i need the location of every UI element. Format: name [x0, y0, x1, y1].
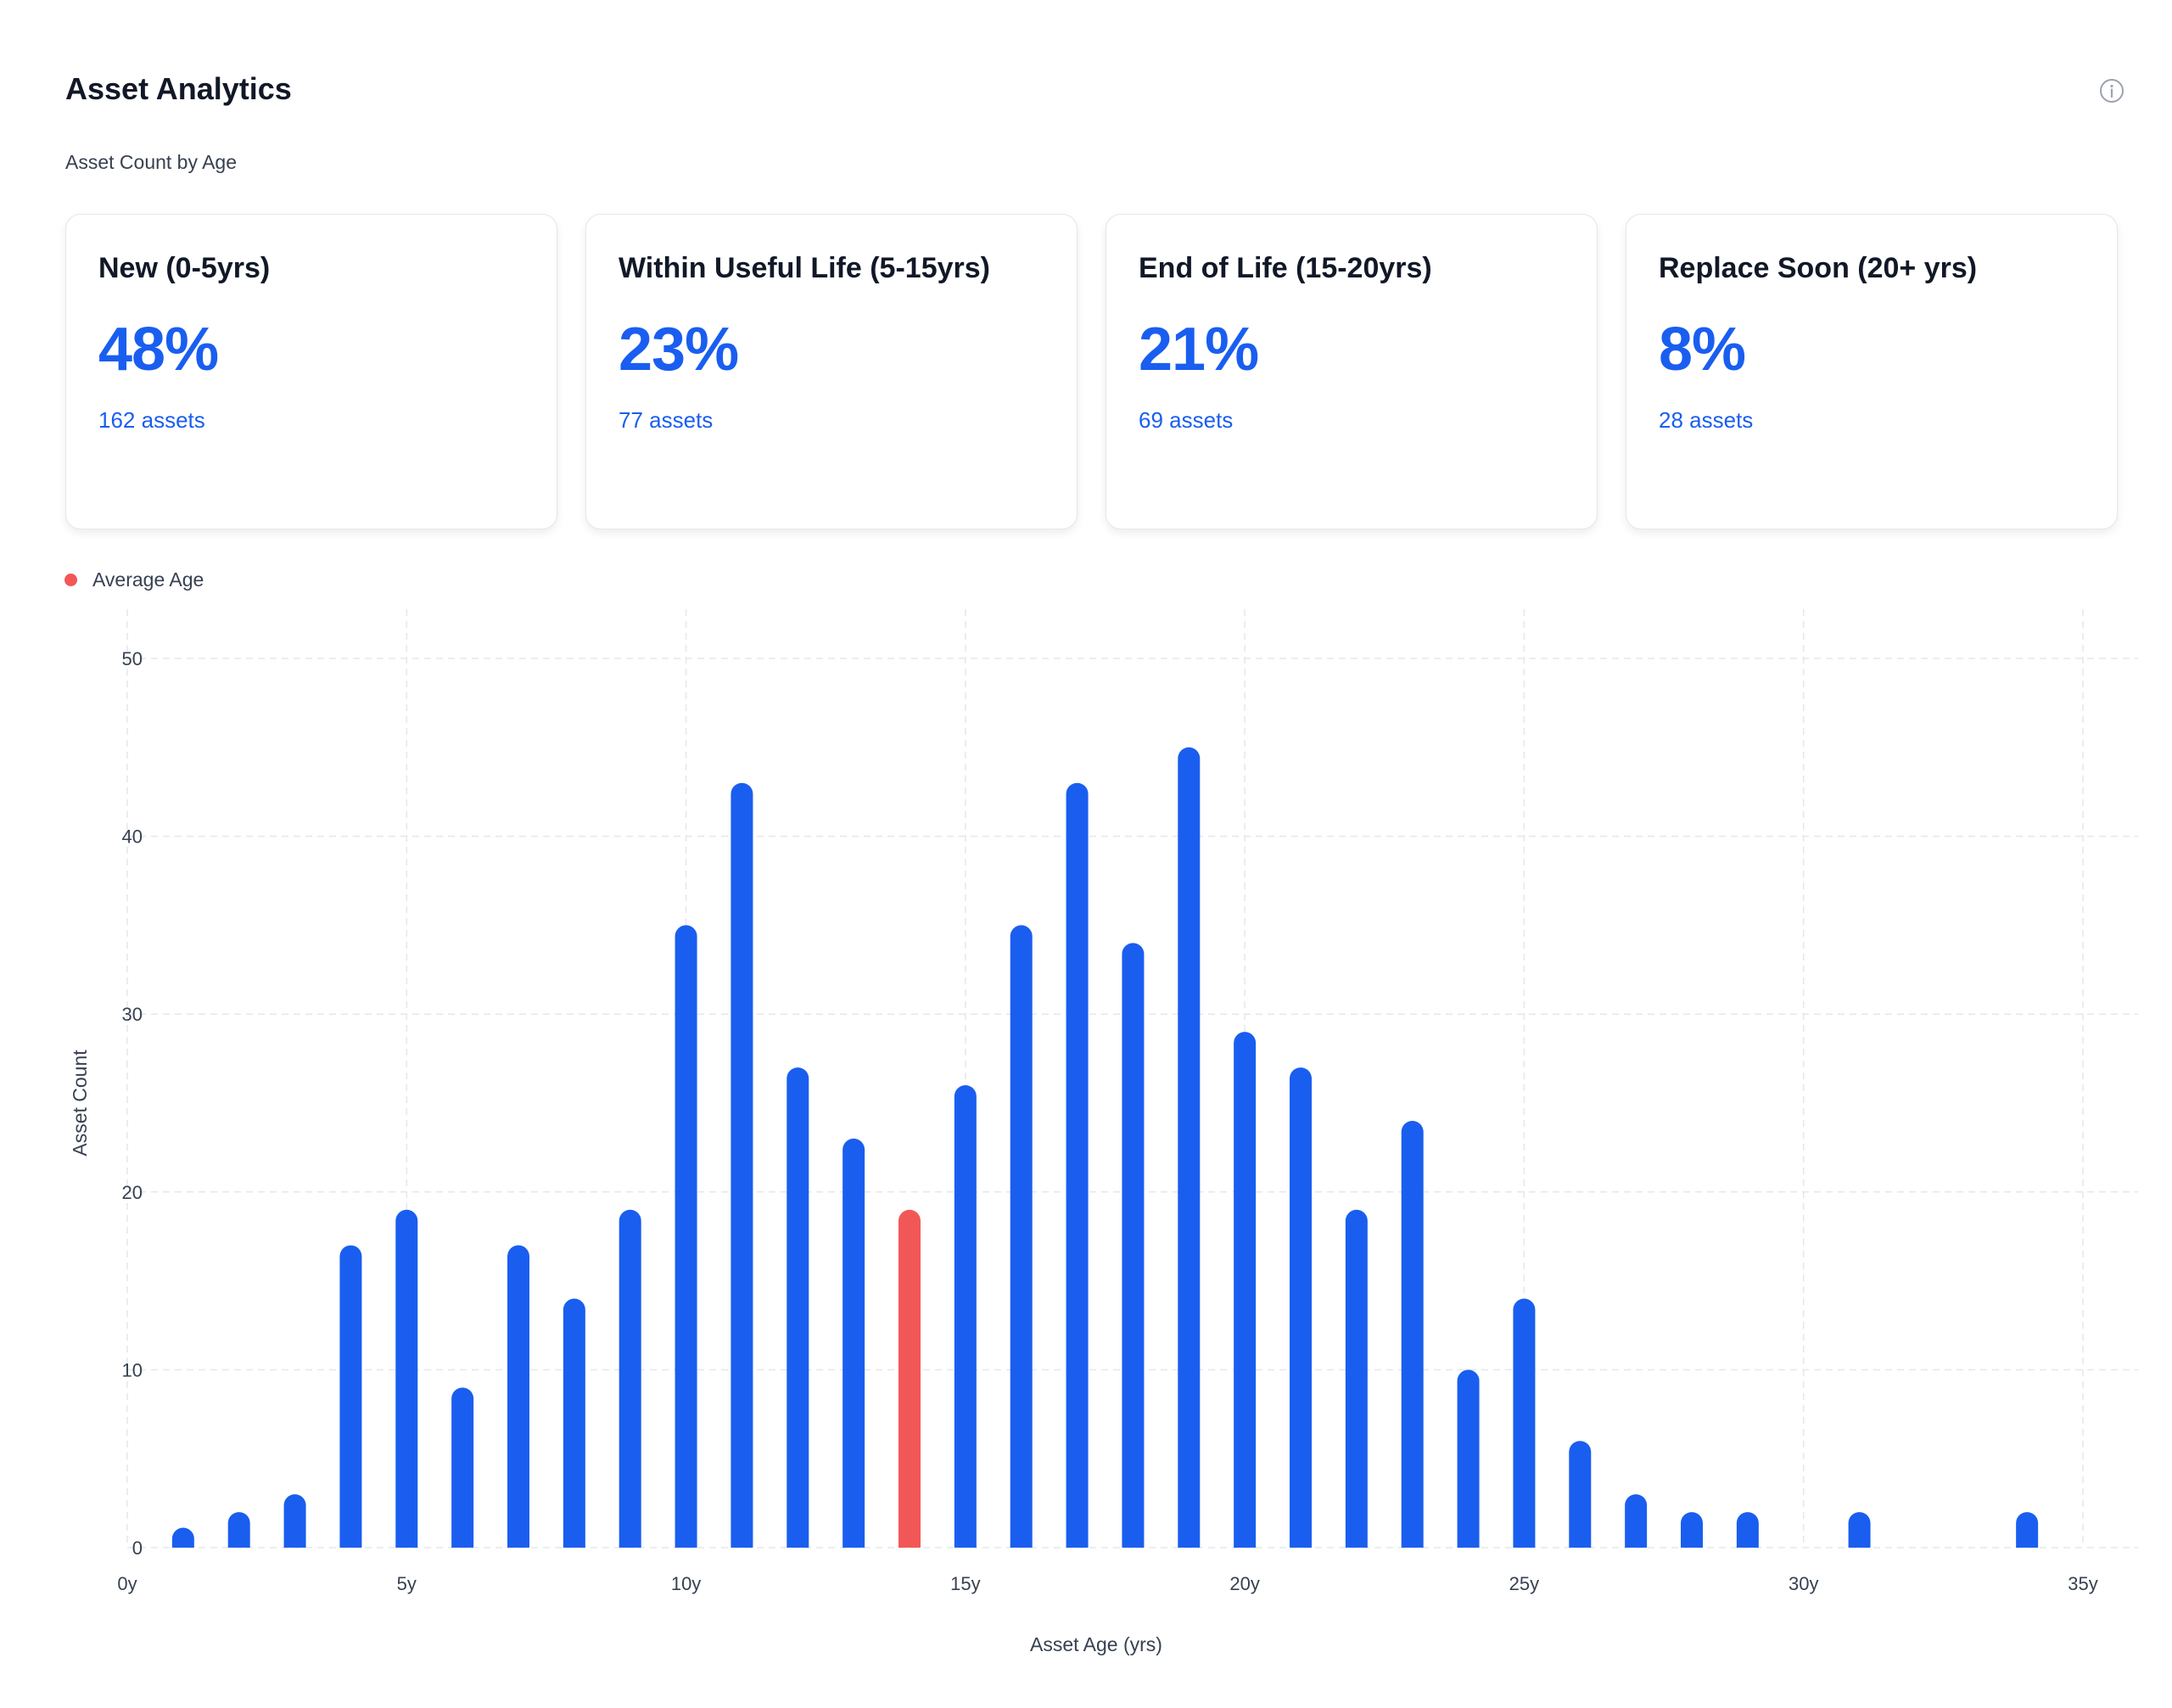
chart-subtitle: Asset Count by Age [65, 151, 238, 173]
bar[interactable] [395, 1209, 418, 1548]
bar[interactable] [1401, 1120, 1424, 1548]
bar-average-age[interactable] [898, 1209, 921, 1548]
card-asset-count[interactable]: 162 assets [98, 407, 205, 433]
bar[interactable] [507, 1245, 529, 1548]
card-end-of-life: End of Life (15-20yrs) 21% 69 assets [1106, 214, 1598, 529]
x-tick-label: 5y [397, 1573, 417, 1594]
bar[interactable] [1010, 925, 1033, 1548]
x-tick-label: 15y [950, 1573, 980, 1594]
y-tick-label: 20 [122, 1182, 143, 1203]
page-title: Asset Analytics [65, 71, 292, 106]
bar[interactable] [1457, 1369, 1480, 1548]
bar[interactable] [1681, 1512, 1703, 1548]
bar[interactable] [1625, 1494, 1648, 1548]
card-replace-soon: Replace Soon (20+ yrs) 8% 28 assets [1626, 214, 2118, 529]
bar[interactable] [787, 1067, 809, 1548]
y-tick-label: 30 [122, 1004, 143, 1025]
bar[interactable] [1178, 747, 1201, 1548]
bar[interactable] [1569, 1441, 1592, 1548]
card-percent: 21% [1139, 316, 1259, 384]
card-percent: 8% [1659, 316, 1746, 384]
x-tick-label: 20y [1229, 1573, 1259, 1594]
x-axis-title: Asset Age (yrs) [1030, 1633, 1162, 1655]
bar[interactable] [1736, 1512, 1759, 1548]
y-tick-label: 40 [122, 826, 143, 848]
x-tick-label: 25y [1509, 1573, 1539, 1594]
x-tick-label: 30y [1789, 1573, 1818, 1594]
y-tick-label: 50 [122, 648, 143, 669]
bar[interactable] [563, 1298, 585, 1548]
bar[interactable] [842, 1138, 865, 1548]
card-title: Within Useful Life (5-15yrs) [619, 252, 990, 284]
bar[interactable] [2016, 1512, 2039, 1548]
card-asset-count[interactable]: 28 assets [1659, 407, 1754, 433]
bar[interactable] [619, 1209, 641, 1548]
card-title: End of Life (15-20yrs) [1139, 252, 1432, 284]
card-asset-count[interactable]: 77 assets [619, 407, 714, 433]
y-tick-label: 10 [122, 1359, 143, 1380]
bar[interactable] [171, 1527, 194, 1548]
legend-label: Average Age [92, 568, 204, 591]
summary-cards: New (0-5yrs) 48% 162 assets Within Usefu… [65, 214, 2118, 529]
bar[interactable] [451, 1387, 474, 1548]
y-tick-label: 0 [132, 1537, 143, 1559]
card-percent: 48% [98, 316, 219, 384]
bar[interactable] [1290, 1067, 1312, 1548]
card-new: New (0-5yrs) 48% 162 assets [65, 214, 557, 529]
bar[interactable] [731, 782, 753, 1548]
bar[interactable] [954, 1085, 977, 1548]
bar[interactable] [1848, 1512, 1871, 1548]
tick-labels: 0 10 20 30 40 50 0y 5y 10y 15y 20y 25y 30y 35y [117, 648, 2097, 1594]
bar[interactable] [1513, 1298, 1536, 1548]
x-tick-label: 10y [671, 1573, 701, 1594]
card-asset-count[interactable]: 69 assets [1139, 407, 1234, 433]
bar[interactable] [283, 1494, 306, 1548]
x-tick-label: 35y [2068, 1573, 2097, 1594]
bar[interactable] [675, 925, 697, 1548]
y-axis-title: Asset Count [69, 1050, 91, 1156]
bar[interactable] [1066, 782, 1089, 1548]
x-tick-label: 0y [117, 1573, 137, 1594]
bars [171, 747, 2039, 1548]
bar[interactable] [339, 1245, 362, 1548]
card-title: Replace Soon (20+ yrs) [1659, 252, 1978, 284]
info-icon[interactable] [2099, 78, 2124, 104]
bar[interactable] [1345, 1209, 1368, 1548]
bar[interactable] [227, 1512, 250, 1548]
card-useful-life: Within Useful Life (5-15yrs) 23% 77 asse… [585, 214, 1078, 529]
card-percent: 23% [619, 316, 739, 384]
bar[interactable] [1234, 1032, 1257, 1548]
legend-dot-icon [64, 574, 77, 586]
chart-legend[interactable]: Average Age [64, 568, 204, 591]
bar[interactable] [1122, 943, 1145, 1548]
card-title: New (0-5yrs) [98, 252, 271, 284]
